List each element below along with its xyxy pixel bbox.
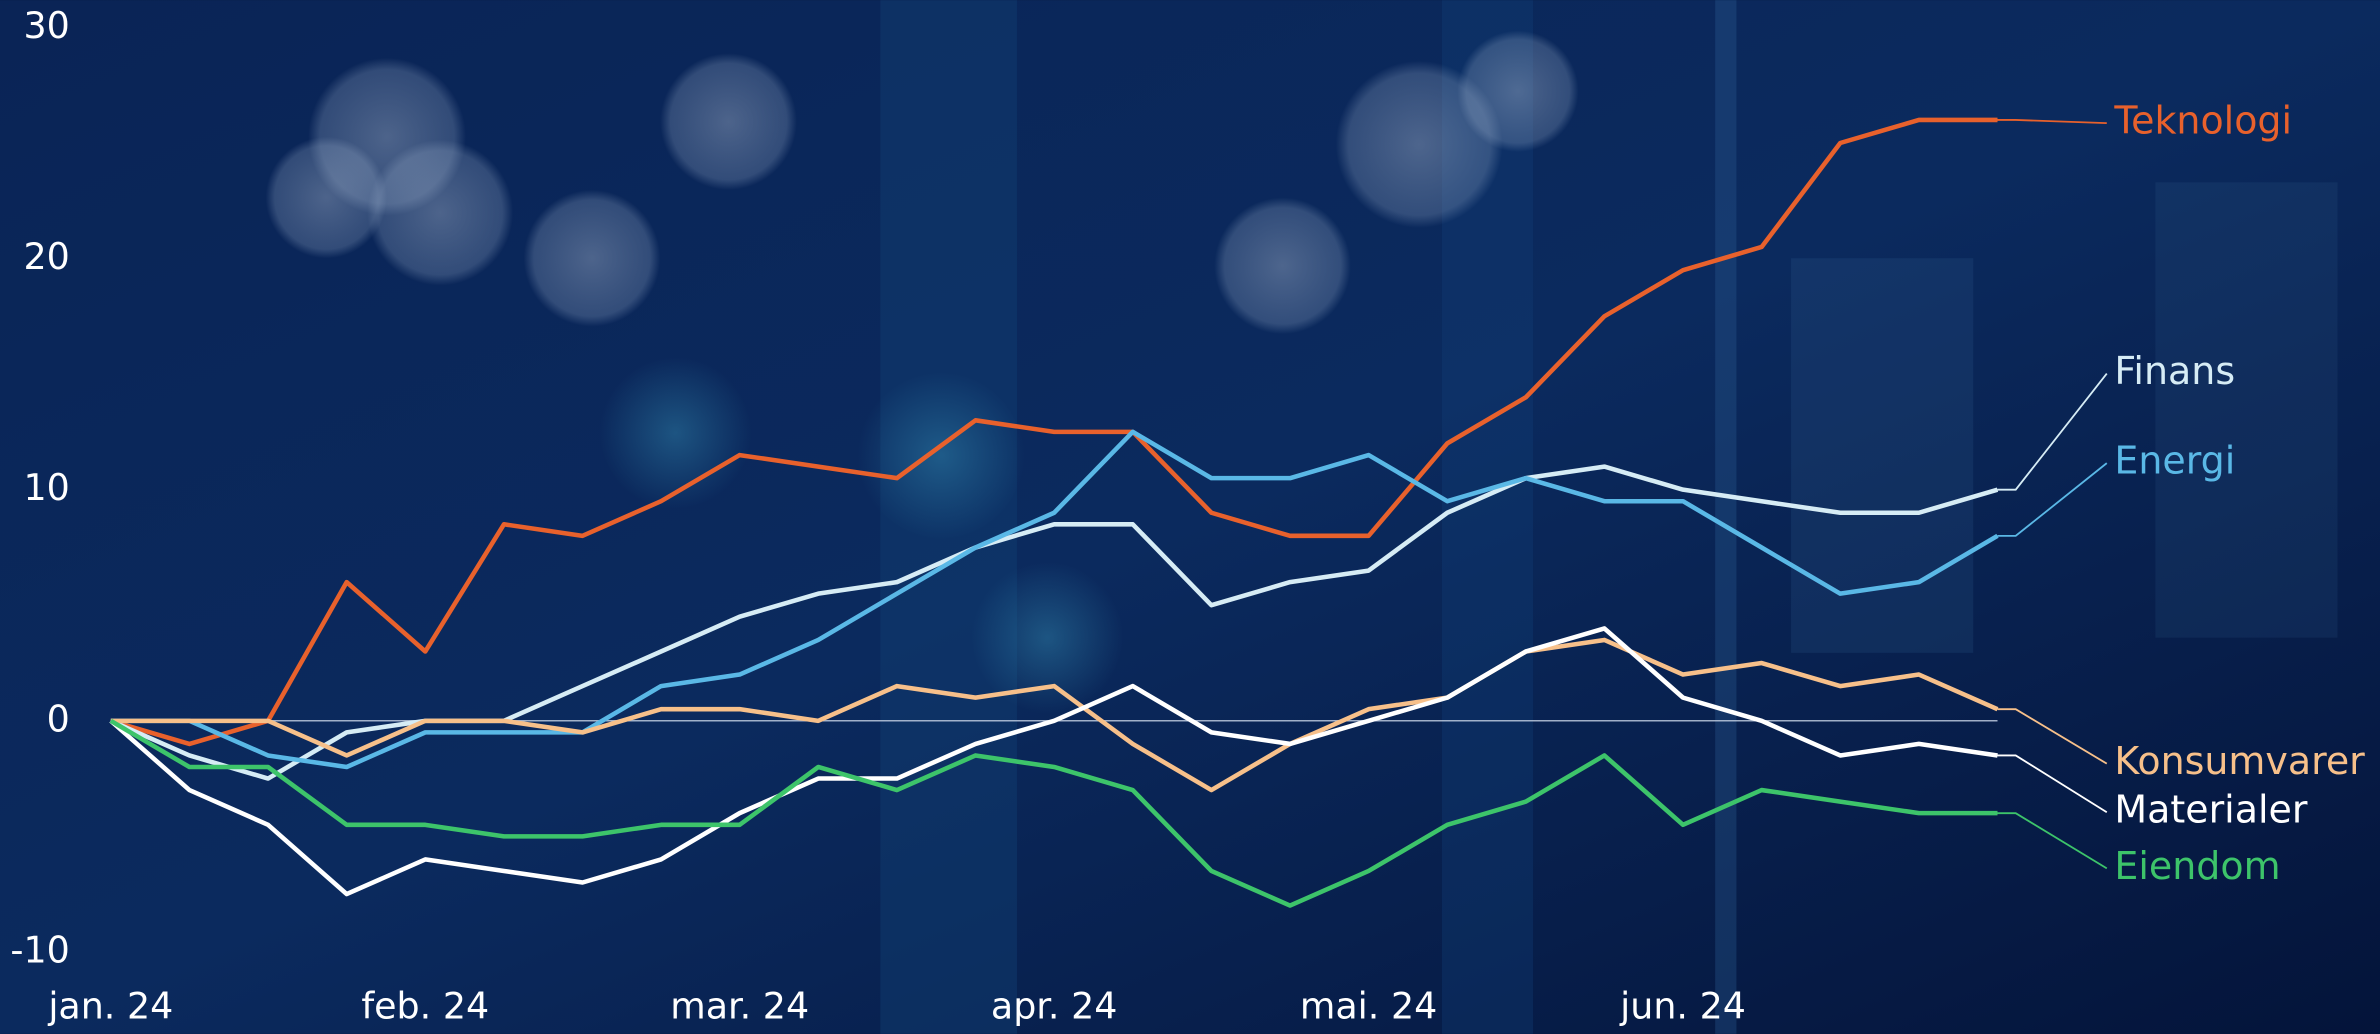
y-tick-label: 10 — [23, 466, 69, 509]
y-tick-label: 0 — [47, 697, 70, 740]
series-line — [110, 429, 1999, 770]
y-tick-label: 20 — [23, 235, 69, 278]
y-tick-label: -10 — [10, 928, 69, 971]
x-tick-label: feb. 24 — [361, 985, 489, 1028]
legend-label: Teknologi — [2113, 99, 2292, 143]
legend-label: Finans — [2114, 349, 2235, 393]
x-tick-label: mar. 24 — [670, 985, 809, 1028]
x-tick-label: jan. 24 — [47, 985, 173, 1028]
legend-label: Eiendom — [2114, 844, 2280, 888]
legend-leader — [1997, 708, 2108, 765]
series-line — [110, 637, 1999, 793]
x-tick-label: apr. 24 — [991, 985, 1118, 1028]
legend-leader — [1997, 119, 2107, 125]
legend-label: Konsumvarer — [2114, 739, 2365, 783]
legend-label: Energi — [2114, 439, 2235, 483]
series-line — [110, 117, 1998, 747]
x-tick-label: jun. 24 — [1619, 985, 1746, 1028]
legend-label: Materialer — [2114, 788, 2307, 832]
legend-leader — [1997, 754, 2108, 813]
legend-leader — [1997, 812, 2108, 870]
series-line — [109, 718, 1998, 908]
series-line — [109, 626, 1998, 897]
x-tick-label: mai. 24 — [1300, 985, 1437, 1028]
legend-leader — [1997, 373, 2108, 491]
legend-leader — [1997, 462, 2108, 537]
y-tick-label: 30 — [23, 4, 69, 47]
